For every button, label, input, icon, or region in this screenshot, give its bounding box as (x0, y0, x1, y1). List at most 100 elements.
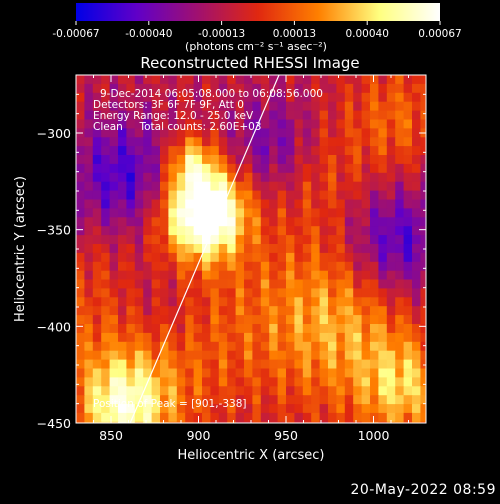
heatmap-pixel (294, 92, 304, 103)
solar-limb-line (129, 75, 280, 423)
heatmap-pixel (395, 324, 405, 334)
heatmap-pixel (420, 270, 426, 281)
heatmap-pixel (353, 297, 363, 307)
heatmap-pixel (168, 110, 178, 121)
heatmap-pixel (370, 315, 379, 325)
heatmap-pixel (311, 137, 321, 147)
heatmap-pixel (412, 324, 421, 334)
heatmap-pixel (252, 386, 262, 396)
heatmap-pixel (260, 404, 270, 414)
heatmap-pixel (84, 83, 94, 94)
heatmap-pixel (101, 288, 111, 298)
heatmap-pixel (227, 368, 237, 378)
heatmap-pixel (101, 306, 111, 316)
heatmap-pixel (361, 163, 371, 174)
heatmap-pixel (244, 368, 253, 378)
heatmap-pixel (395, 421, 405, 423)
heatmap-pixel (84, 75, 94, 85)
heatmap-pixel (395, 297, 405, 307)
heatmap-pixel (151, 359, 161, 370)
heatmap-pixel (143, 279, 153, 289)
heatmap-pixel (412, 350, 421, 361)
heatmap-pixel (101, 421, 111, 423)
heatmap-pixel (344, 306, 354, 316)
heatmap-pixel (412, 332, 421, 343)
heatmap-pixel (302, 101, 312, 112)
heatmap-pixel (294, 270, 304, 281)
heatmap-pixel (378, 137, 388, 147)
heatmap-pixel (118, 270, 127, 281)
heatmap-pixel (210, 101, 220, 112)
heatmap-pixel (286, 75, 295, 85)
heatmap-pixel (344, 244, 354, 254)
heatmap-pixel (361, 217, 371, 227)
heatmap-pixel (252, 92, 262, 103)
heatmap-pixel (151, 163, 161, 174)
heatmap-pixel (76, 297, 85, 307)
heatmap-pixel (210, 163, 220, 174)
heatmap-pixel (319, 119, 329, 129)
heatmap-pixel (311, 83, 321, 94)
heatmap-pixel (134, 217, 144, 227)
heatmap-pixel (84, 279, 94, 289)
heatmap-pixel (218, 359, 228, 370)
heatmap-pixel (252, 261, 262, 272)
heatmap-pixel (244, 146, 253, 156)
heatmap-pixel (134, 119, 144, 129)
heatmap-pixel (176, 83, 186, 94)
heatmap-pixel (378, 235, 388, 245)
heatmap-pixel (403, 181, 413, 192)
heatmap-pixel (92, 208, 102, 218)
heatmap-pixel (403, 270, 413, 281)
heatmap-pixel (193, 350, 203, 361)
heatmap-pixel (235, 359, 245, 370)
heatmap-pixel (378, 324, 388, 334)
heatmap-pixel (395, 252, 405, 263)
heatmap-pixel (403, 350, 413, 361)
heatmap-pixel (126, 252, 136, 263)
heatmap-pixel (101, 297, 111, 307)
heatmap-pixel (185, 252, 195, 263)
heatmap-pixel (336, 341, 346, 352)
heatmap-pixel (286, 110, 295, 121)
heatmap-pixel (218, 75, 228, 85)
heatmap-pixel (134, 199, 144, 209)
heatmap-pixel (76, 404, 85, 414)
heatmap-pixel (403, 110, 413, 121)
heatmap-pixel (118, 332, 127, 343)
heatmap-pixel (101, 110, 111, 121)
heatmap-pixel (252, 155, 262, 165)
heatmap-pixel (244, 332, 253, 343)
heatmap-pixel (319, 155, 329, 165)
heatmap-pixel (252, 128, 262, 138)
heatmap-pixel (244, 244, 253, 254)
heatmap-pixel (403, 341, 413, 352)
heatmap-pixel (202, 199, 211, 209)
heatmap-pixel (353, 128, 363, 138)
heatmap-pixel (260, 208, 270, 218)
heatmap-pixel (286, 181, 295, 192)
heatmap-pixel (134, 332, 144, 343)
heatmap-pixel (403, 332, 413, 343)
heatmap-pixel (168, 279, 178, 289)
heatmap-pixel (210, 288, 220, 298)
heatmap-pixel (319, 226, 329, 236)
heatmap-pixel (269, 244, 279, 254)
heatmap-pixel (260, 261, 270, 272)
heatmap-pixel (168, 119, 178, 129)
heatmap-pixel (202, 261, 211, 272)
heatmap-pixel (244, 226, 253, 236)
heatmap-pixel (109, 297, 119, 307)
heatmap-pixel (386, 119, 396, 129)
heatmap-pixel (302, 181, 312, 192)
heatmap-pixel (76, 208, 85, 218)
heatmap-pixel (143, 315, 153, 325)
heatmap-pixel (344, 324, 354, 334)
heatmap-pixel (202, 341, 211, 352)
heatmap-pixel (311, 315, 321, 325)
heatmap-pixel (210, 92, 220, 103)
heatmap-pixel (76, 324, 85, 334)
heatmap-pixel (412, 279, 421, 289)
heatmap-pixel (336, 412, 346, 423)
heatmap-pixel (168, 217, 178, 227)
